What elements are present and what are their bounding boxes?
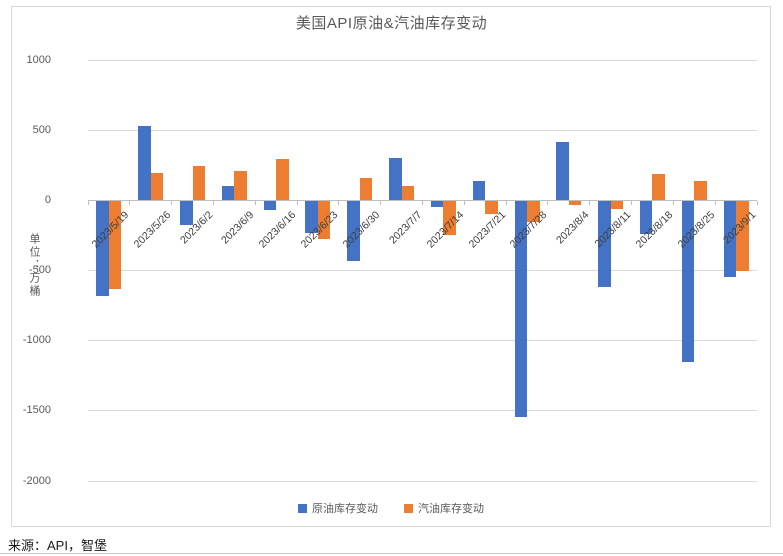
bar-gasoline [150,172,164,201]
bar-crude [347,200,360,261]
axis-tick [589,200,591,205]
axis-tick [87,200,89,205]
bar-gasoline [192,165,206,201]
legend-item-crude: 原油库存变动 [298,500,378,516]
bar-crude [96,200,109,296]
bar-gasoline [108,200,122,290]
bar-crude [430,200,444,208]
axis-tick [338,200,340,205]
x-tick-label: 2023/8/4 [553,209,592,247]
legend-item-gasoline: 汽油库存变动 [404,500,484,516]
source-note: 来源：API，智堡 [8,538,107,553]
bar-crude [263,200,277,211]
bar-crude [305,200,318,234]
y-tick-label: -1000 [22,334,51,347]
y-tick-label: 0 [44,193,51,206]
x-tick-label: 2023/5/26 [131,209,174,251]
y-tick-label: -500 [28,264,51,276]
bar-crude [389,158,402,201]
bar-crude [723,200,737,277]
bar-gasoline [485,200,498,214]
gridline [88,59,757,61]
plot-area: 1000 500 0 -500 -1000 -1500 -2000 2023/5/19 2023… [23,54,759,486]
axis-tick [212,200,214,205]
crude-series-label: 原油库存变动 [312,503,378,515]
y-axis-unit-label: 单位：万桶 [28,233,40,298]
gridline [88,480,757,482]
bar-gasoline [276,158,289,201]
axis-tick [296,200,298,205]
bar-crude [598,200,611,287]
gasoline-series-label: 汽油库存变动 [418,503,484,515]
x-tick-label: 2023/6/9 [219,209,257,247]
gasoline-series-swatch [404,503,413,513]
x-tick-label: 2023/7/7 [386,209,425,247]
bar-crude [180,200,193,225]
axis-tick [756,200,758,205]
bar-crude [639,200,653,234]
axis-tick [380,200,382,205]
axis-tick [171,200,173,205]
bar-gasoline [527,200,540,223]
axis-tick [547,200,549,205]
bar-crude [681,200,695,362]
bar-crude [138,125,151,201]
bar-gasoline [443,200,456,235]
bar-crude [221,185,235,201]
legend: 原油库存变动 汽油库存变动 [11,500,771,516]
gridline [88,129,757,131]
bar-crude [514,200,528,418]
bar-crude [472,181,486,201]
axis-tick [422,200,423,205]
bar-gasoline [317,200,331,239]
bar-gasoline [610,200,624,209]
bar-gasoline [234,170,247,201]
x-tick-label: 2023/6/16 [257,209,299,251]
gridline [88,340,757,342]
axis-tick [631,200,633,205]
crude-series-swatch [298,503,307,513]
axis-tick [672,200,674,205]
bar-gasoline [736,200,749,272]
gridline [88,410,757,412]
bar-gasoline [652,173,665,201]
axis-tick [505,200,507,205]
x-axis-line [88,199,757,201]
y-tick-label: 500 [32,123,51,136]
bar-gasoline [359,177,373,201]
axis-tick [714,200,716,205]
y-tick-label: -1500 [22,404,51,417]
chart-frame [11,6,771,527]
y-tick-label: -2000 [22,474,51,487]
bar-gasoline [568,200,582,205]
axis-tick [129,200,131,205]
bar-gasoline [401,185,415,201]
bar-crude [556,142,569,201]
y-tick-label: 1000 [26,53,51,66]
bottom-rule [0,553,783,554]
x-tick-label: 2023/7/21 [466,209,508,251]
axis-tick [254,200,256,205]
chart-title: 美国API原油&汽油库存变动 [295,15,488,32]
gridline [88,270,757,271]
bar-gasoline [694,180,707,201]
axis-tick [463,200,465,205]
